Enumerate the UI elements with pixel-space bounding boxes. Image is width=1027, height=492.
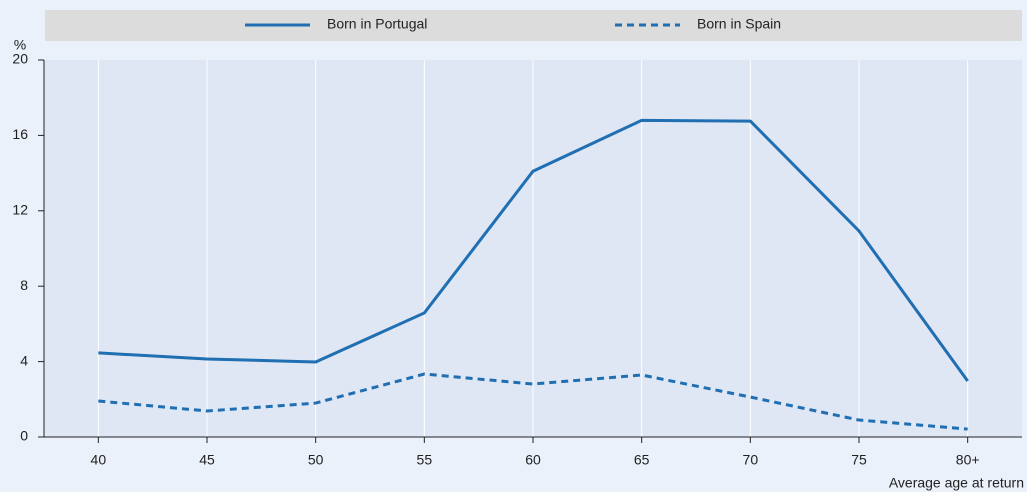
x-tick-label: 60 — [525, 452, 541, 468]
data-line — [98, 372, 968, 431]
x-tick-label: 75 — [851, 452, 867, 468]
y-tick-label: 8 — [20, 277, 28, 293]
y-tick-label: 0 — [20, 428, 28, 444]
x-tick-label: 65 — [634, 452, 650, 468]
legend-label: Born in Portugal — [327, 16, 427, 32]
legend-box — [45, 10, 1022, 41]
x-axis-label: Average age at return — [889, 475, 1024, 491]
y-tick-label: 12 — [12, 202, 28, 218]
y-unit: % — [14, 37, 26, 53]
data-line — [98, 118, 969, 382]
legend-label: Born in Spain — [697, 16, 781, 32]
x-tick-label: 80+ — [956, 452, 980, 468]
y-tick-label: 4 — [20, 352, 28, 368]
y-tick-label: 20 — [12, 51, 28, 67]
y-tick-label: 16 — [12, 126, 28, 142]
x-tick-label: 55 — [417, 452, 433, 468]
x-tick-label: 70 — [743, 452, 759, 468]
x-tick-label: 45 — [199, 452, 215, 468]
x-tick-label: 50 — [308, 452, 324, 468]
x-tick-label: 40 — [91, 452, 107, 468]
